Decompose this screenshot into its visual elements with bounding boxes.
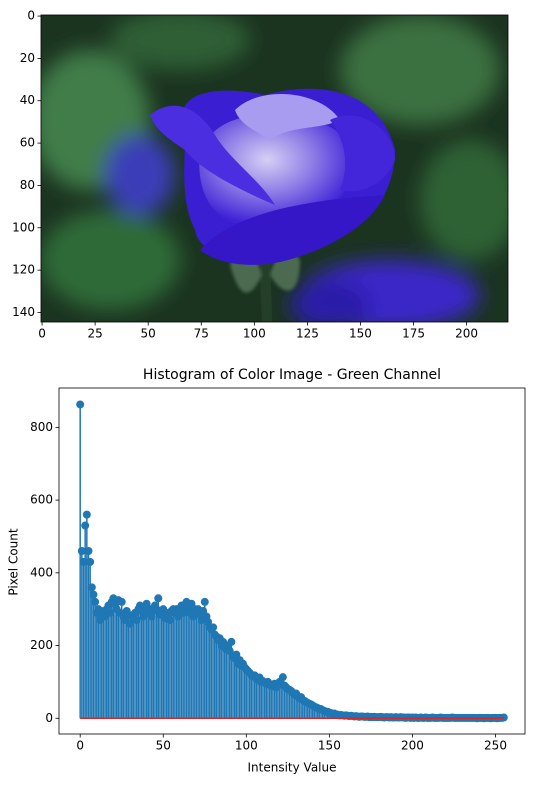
stem-marker <box>77 547 86 555</box>
x-tick-label: 150 <box>318 739 341 753</box>
stem-marker <box>132 616 141 625</box>
x-tick-label: 0 <box>76 739 84 753</box>
y-tick-label: 60 <box>20 136 35 150</box>
stem-marker <box>86 557 95 566</box>
plot-frame <box>58 387 526 735</box>
y-tick-label: 20 <box>20 51 35 65</box>
stem-marker <box>165 616 174 625</box>
x-tick-label: 100 <box>235 739 258 753</box>
stem-marker <box>227 637 236 646</box>
stem-marker <box>87 583 96 592</box>
x-tick-label: 100 <box>243 327 266 341</box>
y-tick-label: 40 <box>20 93 35 107</box>
y-tick-label: 800 <box>30 420 53 434</box>
stem-marker <box>209 623 218 632</box>
x-axis-label: Intensity Value <box>248 761 337 775</box>
stem-marker <box>79 557 88 566</box>
stem-marker <box>117 597 126 606</box>
y-tick-label: 80 <box>20 178 35 192</box>
y-tick-label: 100 <box>12 220 35 234</box>
stem-marker <box>154 594 163 603</box>
x-tick-label: 25 <box>87 327 102 341</box>
chart-title: Histogram of Color Image - Green Channel <box>143 367 441 383</box>
y-tick-label: 400 <box>30 565 53 579</box>
stem-marker <box>81 521 90 530</box>
y-tick-label: 600 <box>30 493 53 507</box>
x-tick-label: 50 <box>141 327 156 341</box>
y-tick-label: 140 <box>12 305 35 319</box>
x-tick-label: 125 <box>296 327 319 341</box>
photo <box>41 15 508 322</box>
y-tick-label: 200 <box>30 638 53 652</box>
stem-marker <box>200 597 209 606</box>
y-tick-label: 0 <box>27 9 35 23</box>
stem-marker <box>278 673 287 682</box>
stem-marker <box>106 608 115 617</box>
y-axis-label: Pixel Count <box>7 528 21 596</box>
y-tick-label: 0 <box>45 711 53 725</box>
stem-marker <box>91 597 100 606</box>
y-tick-label: 120 <box>12 263 35 277</box>
x-tick-label: 175 <box>402 327 425 341</box>
stem-marker <box>82 510 91 519</box>
stem-marker <box>76 400 85 409</box>
stem-marker <box>89 590 98 599</box>
x-tick-label: 75 <box>194 327 209 341</box>
x-tick-label: 200 <box>401 739 424 753</box>
x-tick-label: 150 <box>349 327 372 341</box>
image-frame <box>40 14 509 323</box>
x-tick-label: 250 <box>484 739 507 753</box>
stem-marker <box>84 547 93 555</box>
x-tick-label: 0 <box>38 327 46 341</box>
x-tick-label: 50 <box>156 739 171 753</box>
x-tick-label: 200 <box>455 327 478 341</box>
